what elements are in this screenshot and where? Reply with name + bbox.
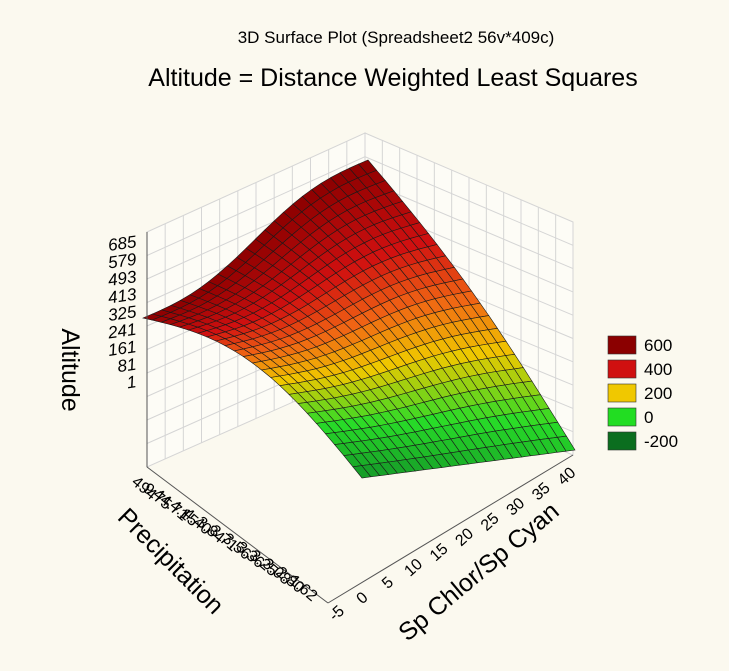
- x-tick-label: 5: [379, 574, 397, 593]
- z-axis-label: Altitude: [56, 328, 84, 411]
- chart-subtitle: 3D Surface Plot (Spreadsheet2 56v*409c): [238, 28, 555, 47]
- chart-legend: 600 400 200 0 -200: [607, 335, 678, 451]
- legend-label: 600: [644, 336, 672, 355]
- z-tick-label: 325: [107, 302, 138, 325]
- legend-swatch: [607, 335, 637, 355]
- x-axis-line: [327, 454, 574, 604]
- x-tick-label: 10: [401, 556, 426, 581]
- surface-mesh: [142, 159, 576, 604]
- x-tick-label: 40: [555, 464, 580, 489]
- legend-swatch: [607, 383, 637, 403]
- z-tick-label: 579: [107, 250, 138, 273]
- z-tick-label: 685: [107, 232, 138, 255]
- x-tick-label: 25: [478, 510, 503, 535]
- legend-label: -200: [644, 432, 678, 451]
- z-tick-label: 81: [116, 355, 137, 376]
- legend-swatch: [607, 407, 637, 427]
- x-tick-label: 35: [529, 480, 554, 505]
- z-tick-label: 161: [107, 337, 138, 360]
- z-tick-label: 493: [107, 267, 138, 290]
- x-tick-label: 20: [452, 525, 477, 550]
- wall-grid-line: [146, 156, 574, 256]
- x-tick-label: 15: [427, 540, 452, 565]
- z-tick-label: 241: [106, 320, 138, 343]
- legend-label: 400: [644, 360, 672, 379]
- legend-label: 0: [644, 408, 653, 427]
- legend-swatch: [607, 431, 637, 451]
- y-axis-line: [146, 466, 329, 604]
- chart-title: Altitude = Distance Weighted Least Squar…: [148, 64, 637, 92]
- x-tick-label: -5: [326, 603, 348, 625]
- z-tick-label: 1: [126, 372, 138, 392]
- legend-swatch: [607, 359, 637, 379]
- legend-label: 200: [644, 384, 672, 403]
- x-tick-label: 0: [354, 589, 372, 608]
- z-tick-label: 413: [107, 285, 138, 308]
- surface-facet: [557, 435, 576, 452]
